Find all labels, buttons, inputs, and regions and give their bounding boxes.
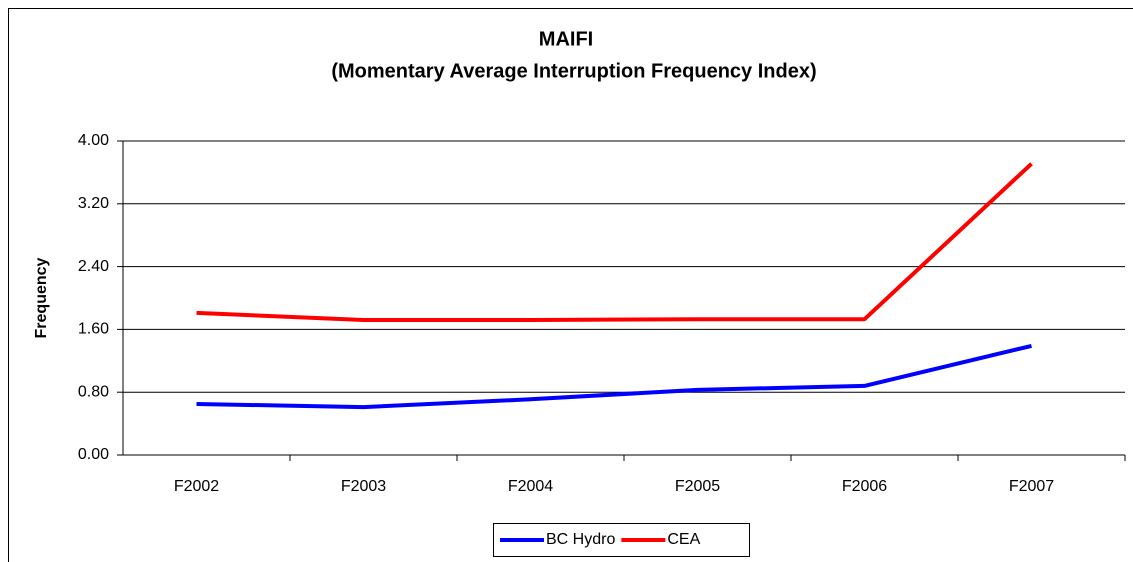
line-series — [196, 343, 1032, 410]
y-tick-label: 1.60 — [78, 321, 109, 338]
y-tick-label: 4.00 — [78, 132, 109, 149]
x-tick-label: F2004 — [508, 478, 553, 495]
y-axis-label: Frequency — [33, 257, 50, 338]
y-tick-label: 0.00 — [78, 446, 109, 463]
line-series — [196, 162, 1033, 322]
chart-subtitle: (Momentary Average Interruption Frequenc… — [331, 60, 816, 82]
legend-label: CEA — [667, 531, 700, 548]
x-tick-label: F2003 — [341, 478, 386, 495]
legend-label: BC Hydro — [546, 531, 615, 548]
y-tick-label: 3.20 — [78, 195, 109, 212]
chart-frame — [8, 8, 1133, 562]
y-tick-label: 0.80 — [78, 383, 109, 400]
x-tick-label: F2005 — [675, 478, 720, 495]
chart-title: MAIFI — [539, 28, 593, 50]
x-tick-label: F2006 — [842, 478, 887, 495]
y-tick-label: 2.40 — [78, 258, 109, 275]
x-tick-label: F2002 — [174, 478, 219, 495]
x-tick-label: F2007 — [1009, 478, 1054, 495]
